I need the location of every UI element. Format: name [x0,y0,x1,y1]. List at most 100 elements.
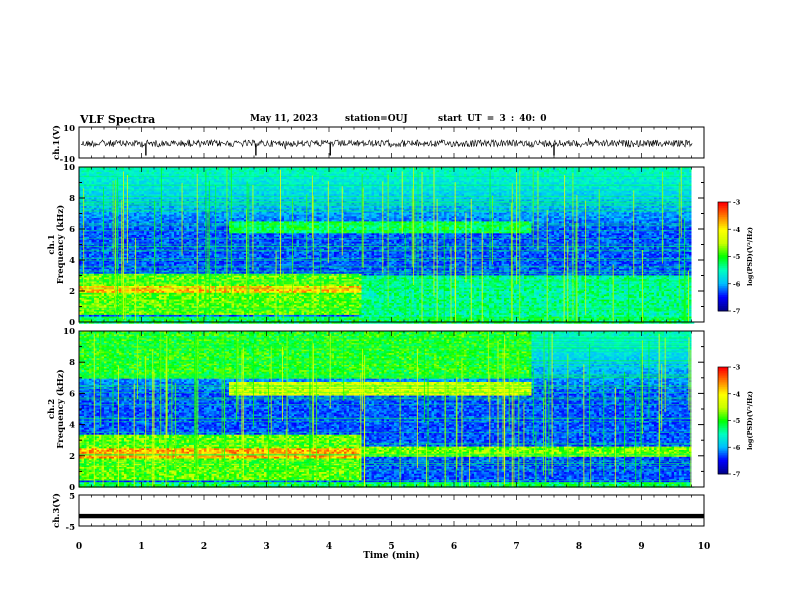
ch1spec-cell [84,297,87,300]
ch1spec-cell [86,228,90,231]
ch1spec-cell [194,178,197,181]
ch1spec-cell [91,282,95,285]
ch1spec-cell [81,231,85,234]
ch1spec-cell [126,241,130,244]
ch1spec-cell [99,212,102,215]
ch1spec-cell [99,185,102,188]
ch1spec-cell [79,291,82,294]
ch1spec-cell [96,192,100,195]
ch1spec-cell [81,241,85,244]
ch1spec-cell [94,168,97,171]
ch1spec-cell [101,260,105,263]
ch1spec-cell [84,292,87,295]
ch1spec-cell [94,289,97,292]
ch1spec-cell [101,168,105,171]
ch1spec-cell [101,313,105,316]
ch1spec-cell [81,194,85,197]
ch1spec-cell [89,190,92,193]
ch1spec-cell [109,190,112,193]
ch1spec-cell [121,214,125,217]
ch1spec-cell [154,170,157,173]
ch1spec-cell [86,253,90,256]
ch1spec-cell [89,289,92,292]
ch1spec-cell [79,235,82,237]
ch1spec-cell [81,252,85,254]
ch1spec-cell [144,170,147,173]
ch1spec-cell [96,292,100,295]
ch1spec-cell [101,306,105,309]
ch1spec-cell [106,313,110,316]
ch1spec-cell [99,172,102,175]
ch1spec-cell [119,199,122,202]
ch1spec-cell [84,236,87,239]
ch1spec-cell [119,321,122,324]
ch1spec-cell [119,170,122,173]
ch1spec-cell [79,185,82,188]
ch1spec-cell [114,173,117,176]
ch1spec-cell [149,246,152,249]
ch1spec-cell [179,212,182,215]
ch1spec-cell [84,172,87,175]
ch1spec-cell [134,221,137,224]
ch1spec-cell [104,313,107,316]
ch1spec-cell [104,275,107,278]
ch1spec-cell [89,252,92,254]
ch1spec-cell [109,275,112,278]
ch1spec-cell [171,246,175,249]
ch1spec-cell [79,311,82,314]
ch1spec-cell [84,219,87,222]
ch1spec-cell [91,287,95,290]
ch1spec-cell [79,308,82,311]
ch1spec-cell [94,178,97,181]
ch1spec-cell [101,180,105,183]
ch1spec-cell [106,238,110,241]
ch1spec-cell [104,255,107,258]
ch1spec-cell [109,299,112,302]
ch1spec-cell [89,260,92,263]
ch1spec-cell [114,320,117,322]
ch1spec-cell [91,226,95,229]
ch1spec-cell [136,238,140,241]
ch1spec-cell [86,292,90,295]
ch1spec-cell [121,277,125,280]
ch1spec-cell [84,275,87,278]
ch1spec-cell [101,185,105,188]
ch1spec-cell [119,185,122,188]
ch1spec-cell [191,238,195,241]
ch1spec-cell [86,313,90,316]
ch1spec-cell [114,167,117,169]
ch1spec-cell [94,226,97,229]
ch1spec-cell [101,291,105,294]
ch1spec-cell [99,180,102,183]
ch1spec-cell [81,233,85,236]
ch1spec-cell [99,313,102,316]
ch1spec-cell [119,282,122,285]
ch1spec-cell [121,287,125,290]
ch1spec-cell [89,297,92,300]
ch1spec-cell [91,248,95,251]
ch1spec-cell [111,172,115,175]
ch1spec-cell [109,202,112,205]
ch1spec-cell [79,253,82,256]
ch1spec-cell [84,296,87,299]
ch1spec-cell [124,262,127,265]
ch1spec-cell [84,240,87,243]
ch1spec-cell [89,238,92,241]
ch1spec-cell [119,257,122,260]
ch1spec-cell [86,167,90,169]
ch1spec-cell [84,286,87,288]
ch1spec-cell [104,289,107,292]
ch1spec-cell [96,255,100,258]
ch1spec-cell [79,224,82,227]
ch1spec-cell [101,224,105,227]
ch1-ytick-label-max: 10 [63,124,75,134]
ch1spec-cell [81,275,85,278]
ch1spec-cell [79,297,82,300]
ch1spec-cell [96,199,100,202]
ch1spec-cell [111,170,115,173]
ch1spec-cell [79,172,82,175]
ch1spec-cell [84,321,87,324]
ch1spec-cell [91,207,95,210]
ch1spec-cell [126,178,130,181]
ch1spec-cell [124,187,127,190]
